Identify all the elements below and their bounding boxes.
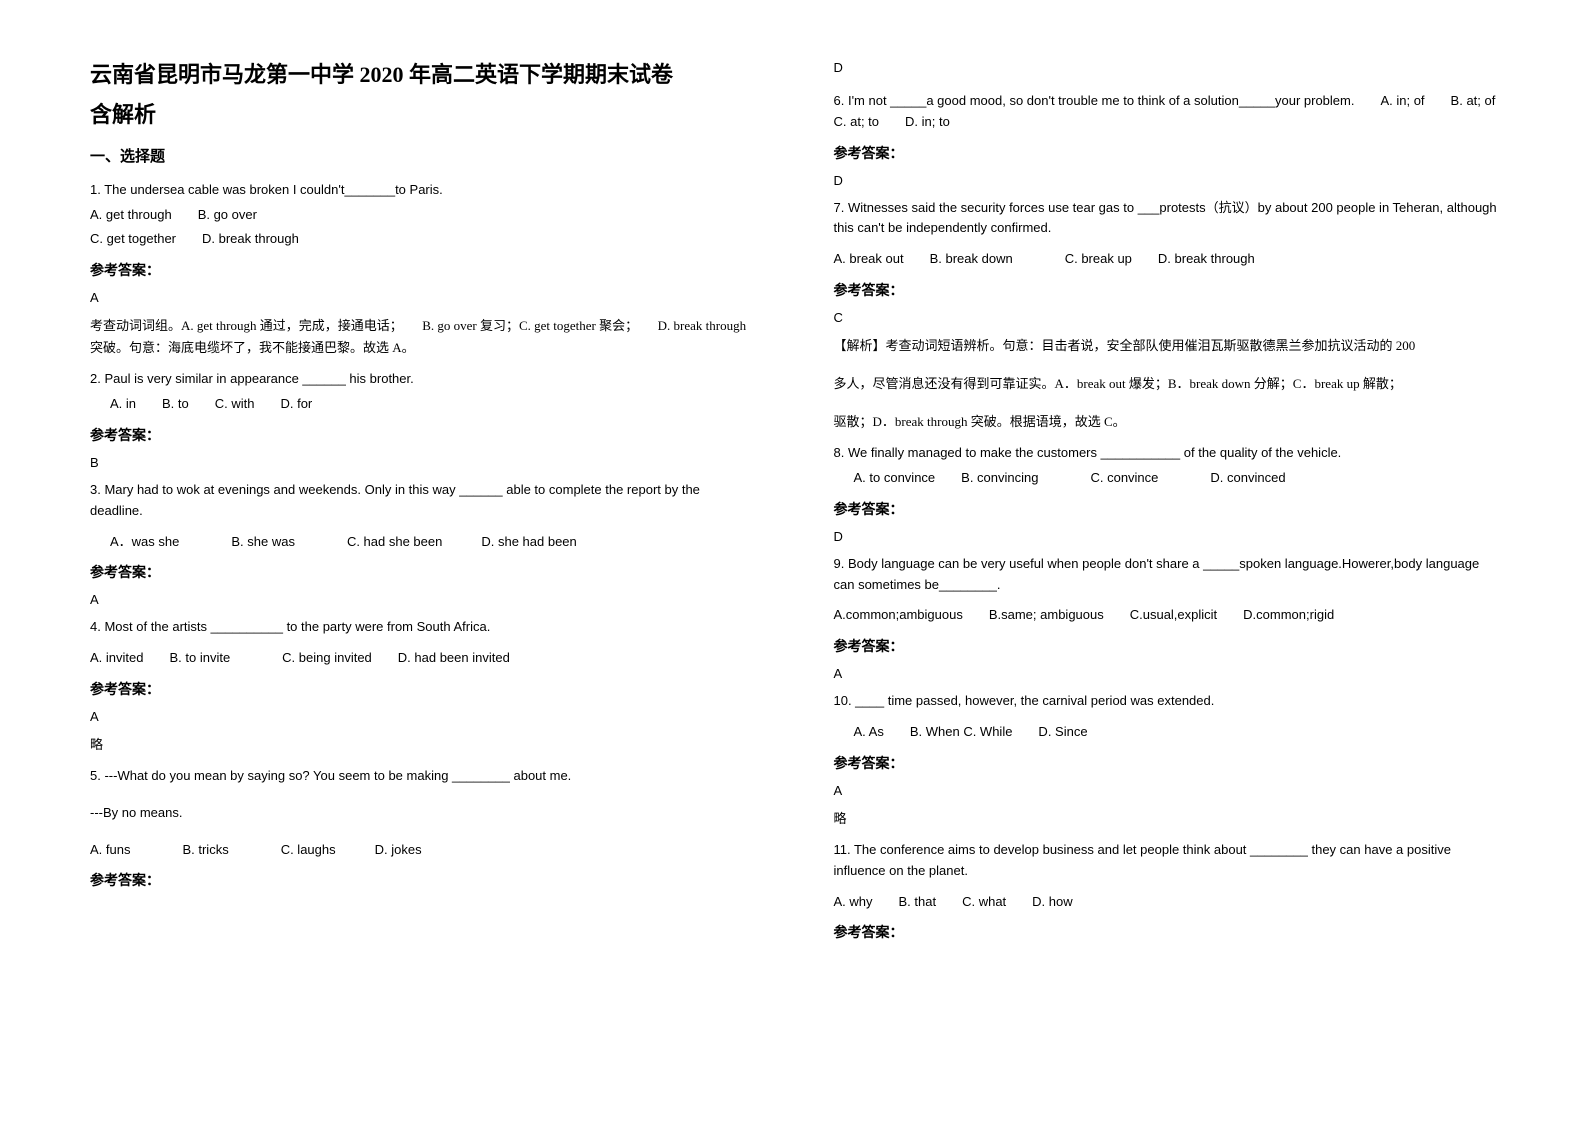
q2-answer: B	[90, 455, 754, 470]
q6-text: 6. I'm not _____a good mood, so don't tr…	[834, 91, 1498, 133]
q7-text: 7. Witnesses said the security forces us…	[834, 198, 1498, 240]
q3-answer-label: 参考答案：	[90, 562, 754, 582]
q4-note: 略	[90, 734, 754, 756]
q9-answer-label: 参考答案：	[834, 636, 1498, 656]
q2-answer-label: 参考答案：	[90, 425, 754, 445]
q10-answer-label: 参考答案：	[834, 753, 1498, 773]
q10-text: 10. ____ time passed, however, the carni…	[834, 691, 1498, 712]
q3-text: 3. Mary had to wok at evenings and weeke…	[90, 480, 754, 522]
q10-options: A. As B. When C. While D. Since	[834, 722, 1498, 743]
q11-text: 11. The conference aims to develop busin…	[834, 840, 1498, 882]
q7-options: A. break out B. break down C. break up D…	[834, 249, 1498, 270]
q1-answer-label: 参考答案：	[90, 260, 754, 280]
right-column: D 6. I'm not _____a good mood, so don't …	[834, 60, 1498, 1062]
q1-options-ab: A. get through B. go over	[90, 205, 754, 226]
q10-answer: A	[834, 783, 1498, 798]
q4-answer: A	[90, 709, 754, 724]
q1-text: 1. The undersea cable was broken I could…	[90, 180, 754, 201]
q2-text: 2. Paul is very similar in appearance __…	[90, 369, 754, 390]
q5-text: 5. ---What do you mean by saying so? You…	[90, 766, 754, 787]
q9-text: 9. Body language can be very useful when…	[834, 554, 1498, 596]
left-column: 云南省昆明市马龙第一中学 2020 年高二英语下学期期末试卷 含解析 一、选择题…	[90, 60, 754, 1062]
q8-answer: D	[834, 529, 1498, 544]
q3-options: A．was she B. she was C. had she been D. …	[90, 532, 754, 553]
q7-answer-label: 参考答案：	[834, 280, 1498, 300]
q8-options: A. to convince B. convincing C. convince…	[834, 468, 1498, 489]
page-title-line1: 云南省昆明市马龙第一中学 2020 年高二英语下学期期末试卷	[90, 60, 754, 91]
q6-answer: D	[834, 173, 1498, 188]
q4-answer-label: 参考答案：	[90, 679, 754, 699]
q1-optC: C. get together	[90, 231, 176, 246]
q10-note: 略	[834, 808, 1498, 830]
q2-options: A. in B. to C. with D. for	[90, 394, 754, 415]
q8-text: 8. We finally managed to make the custom…	[834, 443, 1498, 464]
q7-explanation2: 多人，尽管消息还没有得到可靠证实。A．break out 爆发；B．break …	[834, 373, 1498, 395]
q6-answer-label: 参考答案：	[834, 143, 1498, 163]
q11-options: A. why B. that C. what D. how	[834, 892, 1498, 913]
q1-options-cd: C. get together D. break through	[90, 229, 754, 250]
q5-text2: ---By no means.	[90, 803, 754, 824]
section-heading: 一、选择题	[90, 145, 754, 166]
q1-optA: A. get through	[90, 207, 172, 222]
q7-explanation1: 【解析】考查动词短语辨析。句意：目击者说，安全部队使用催泪瓦斯驱散德黑兰参加抗议…	[834, 335, 1498, 357]
q3-answer: A	[90, 592, 754, 607]
q1-optD: D. break through	[202, 231, 299, 246]
q8-answer-label: 参考答案：	[834, 499, 1498, 519]
q7-explanation3: 驱散；D．break through 突破。根据语境，故选 C。	[834, 411, 1498, 433]
q5-answer-label: 参考答案：	[90, 870, 754, 890]
q9-options: A.common;ambiguous B.same; ambiguous C.u…	[834, 605, 1498, 626]
q5-options: A. funs B. tricks C. laughs D. jokes	[90, 840, 754, 861]
q11-answer-label: 参考答案：	[834, 922, 1498, 942]
q1-optB: B. go over	[198, 207, 257, 222]
q5-answer: D	[834, 60, 1498, 75]
page-title-line2: 含解析	[90, 97, 754, 129]
q4-text: 4. Most of the artists __________ to the…	[90, 617, 754, 638]
q9-answer: A	[834, 666, 1498, 681]
q1-explanation: 考查动词词组。A. get through 通过，完成，接通电话； B. go …	[90, 315, 754, 359]
q7-answer: C	[834, 310, 1498, 325]
q4-options: A. invited B. to invite C. being invited…	[90, 648, 754, 669]
q1-answer: A	[90, 290, 754, 305]
